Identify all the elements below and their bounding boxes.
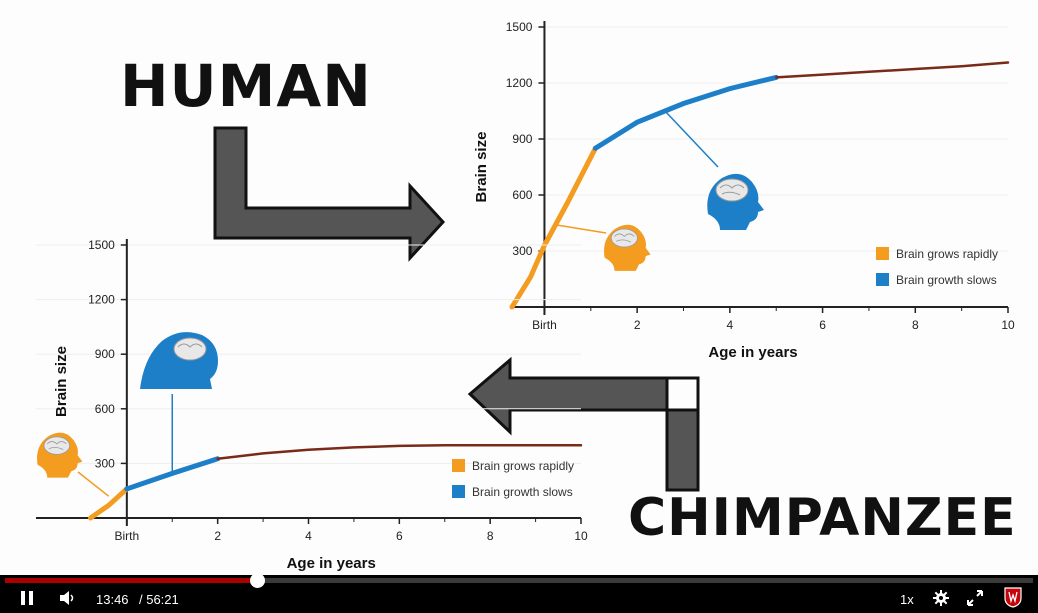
- x-tick-label: Birth: [532, 318, 557, 332]
- x-axis-label: Age in years: [287, 555, 376, 572]
- brain-folds: [46, 441, 67, 450]
- rapid-pointer-line: [77, 471, 110, 497]
- y-tick-label: 900: [95, 347, 115, 361]
- fullscreen-button[interactable]: [967, 590, 983, 609]
- volume-button[interactable]: [59, 590, 75, 609]
- brain-icon: [173, 337, 207, 361]
- legend-label-rapid: Brain grows rapidly: [896, 247, 998, 261]
- pause-button[interactable]: [20, 590, 34, 609]
- human-brain-chart: 300 600 900 1200 1500 Birth 2 4 6 8 10 Age in years…: [473, 20, 1015, 361]
- y-tick-label: 1500: [88, 238, 115, 252]
- juvenile-chimp-head-illustration: [140, 332, 218, 389]
- y-tick-label: 300: [512, 244, 532, 258]
- x-tick-label: 10: [1001, 318, 1015, 332]
- x-tick-label: 4: [727, 318, 734, 332]
- y-tick-label: 900: [512, 132, 532, 146]
- legend-swatch-rapid: [876, 247, 889, 260]
- brain-folds: [719, 184, 745, 196]
- volume-icon: [60, 591, 74, 605]
- x-tick-label: 6: [396, 529, 403, 543]
- brain-folds: [614, 233, 635, 243]
- legend: Brain grows rapidly Brain growth slows: [876, 247, 998, 287]
- university-crest-icon: [1004, 587, 1022, 608]
- gear-icon: [933, 590, 949, 606]
- x-tick-label: 2: [214, 529, 221, 543]
- x-tick-label: 8: [912, 318, 919, 332]
- pause-icon: [21, 591, 33, 605]
- legend-label-rapid: Brain grows rapidly: [472, 459, 574, 473]
- x-axis-label: Age in years: [708, 344, 797, 361]
- legend-swatch-rapid: [452, 459, 465, 472]
- arrow-to-chimp-chart: [467, 356, 700, 492]
- brain-icon: [610, 228, 638, 248]
- rapid-pointer-line: [555, 224, 607, 234]
- playback-speed-button[interactable]: 1x: [900, 592, 914, 607]
- chimp-brain-chart: 300 600 900 1200 1500 Birth 2 4 6 8 10 Age in years…: [36, 238, 588, 572]
- y-tick-label: 1200: [506, 76, 533, 90]
- series-line-rapid: [88, 486, 130, 521]
- fullscreen-icon: [967, 590, 983, 606]
- y-tick-label: 1500: [506, 20, 533, 34]
- brain-icon: [43, 436, 71, 455]
- x-tick-label: Birth: [114, 529, 139, 543]
- brain-folds: [177, 343, 203, 348]
- legend-label-slow: Brain growth slows: [472, 485, 573, 499]
- series-line-slow: [592, 74, 779, 151]
- series-line-late: [216, 443, 583, 461]
- y-tick-label: 600: [95, 402, 115, 416]
- brain-icon: [715, 178, 749, 202]
- y-axis-label: Brain size: [53, 346, 70, 417]
- x-tick-label: 10: [574, 529, 588, 543]
- y-tick-label: 600: [512, 188, 532, 202]
- university-logo[interactable]: [1003, 586, 1023, 611]
- seek-handle[interactable]: [249, 573, 265, 588]
- x-tick-label: 8: [487, 529, 494, 543]
- arrow-to-human-chart: [213, 126, 446, 262]
- video-frame[interactable]: HUMAN CHIMPANZEE 300 600 900 1200 1500 Birth 2…: [0, 0, 1038, 575]
- y-tick-label: 300: [95, 456, 115, 470]
- legend-label-slow: Brain growth slows: [896, 273, 997, 287]
- legend: Brain grows rapidly Brain growth slows: [452, 459, 574, 499]
- duration: / 56:21: [139, 592, 179, 607]
- x-tick-label: 2: [634, 318, 641, 332]
- x-tick-label: 6: [819, 318, 826, 332]
- current-time: 13:46: [96, 592, 129, 607]
- legend-swatch-slow: [876, 273, 889, 286]
- seek-bar[interactable]: [5, 573, 1033, 588]
- child-head-illustration: [707, 173, 764, 230]
- y-axis-label: Brain size: [473, 132, 490, 203]
- chimpanzee-title: CHIMPANZEE: [628, 488, 1017, 548]
- infant-head-illustration: [604, 224, 651, 271]
- y-tick-label: 1200: [88, 293, 115, 307]
- seek-progress: [5, 578, 257, 583]
- arrows: [213, 126, 700, 492]
- series-line-late: [774, 61, 1010, 79]
- settings-button[interactable]: [933, 590, 949, 609]
- x-tick-label: 4: [305, 529, 312, 543]
- human-title: HUMAN: [120, 52, 372, 120]
- slow-pointer-line: [664, 110, 719, 168]
- infant-chimp-head-illustration: [37, 432, 83, 478]
- legend-swatch-slow: [452, 485, 465, 498]
